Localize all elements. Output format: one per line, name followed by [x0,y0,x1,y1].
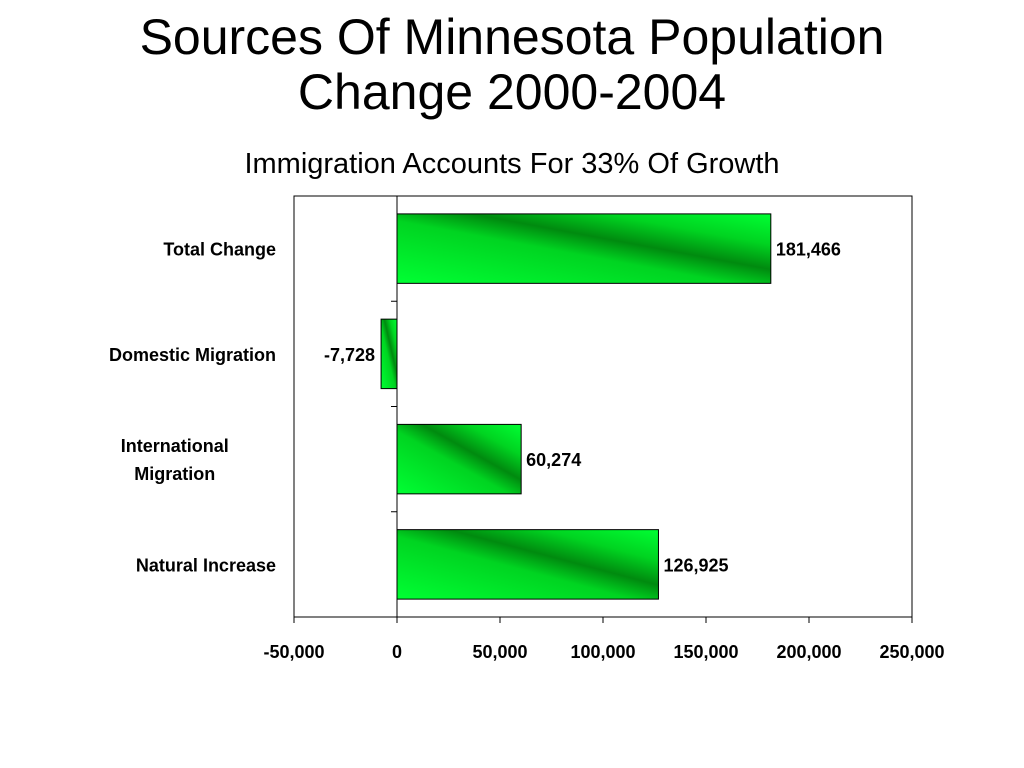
x-tick-label: 0 [392,642,402,662]
bar-international-migration [396,423,522,495]
data-label: -7,728 [324,345,375,365]
bar-domestic-migration [380,318,398,390]
chart-title: Sources Of Minnesota Population Change 2… [0,10,1024,120]
category-label: Total Change [163,240,276,260]
chart-title-line-2: Change 2000-2004 [297,64,727,120]
data-label: 126,925 [663,555,728,575]
category-label: Natural Increase [136,555,276,575]
bar-natural-increase [396,529,659,600]
x-tick-label: 100,000 [570,642,635,662]
chart-subtitle: Immigration Accounts For 33% Of Growth [244,148,780,180]
category-label: Domestic Migration [109,345,276,365]
x-tick-label: 200,000 [776,642,841,662]
chart-title-line-1: Sources Of Minnesota Population [139,9,885,65]
data-label: 181,466 [776,240,841,260]
data-label: 60,274 [526,450,581,470]
bar-total-change [396,213,772,284]
category-label: International Migration [121,436,229,484]
x-tick-label: 250,000 [879,642,944,662]
x-tick-label: 150,000 [673,642,738,662]
x-tick-label: -50,000 [263,642,324,662]
x-tick-label: 50,000 [472,642,527,662]
